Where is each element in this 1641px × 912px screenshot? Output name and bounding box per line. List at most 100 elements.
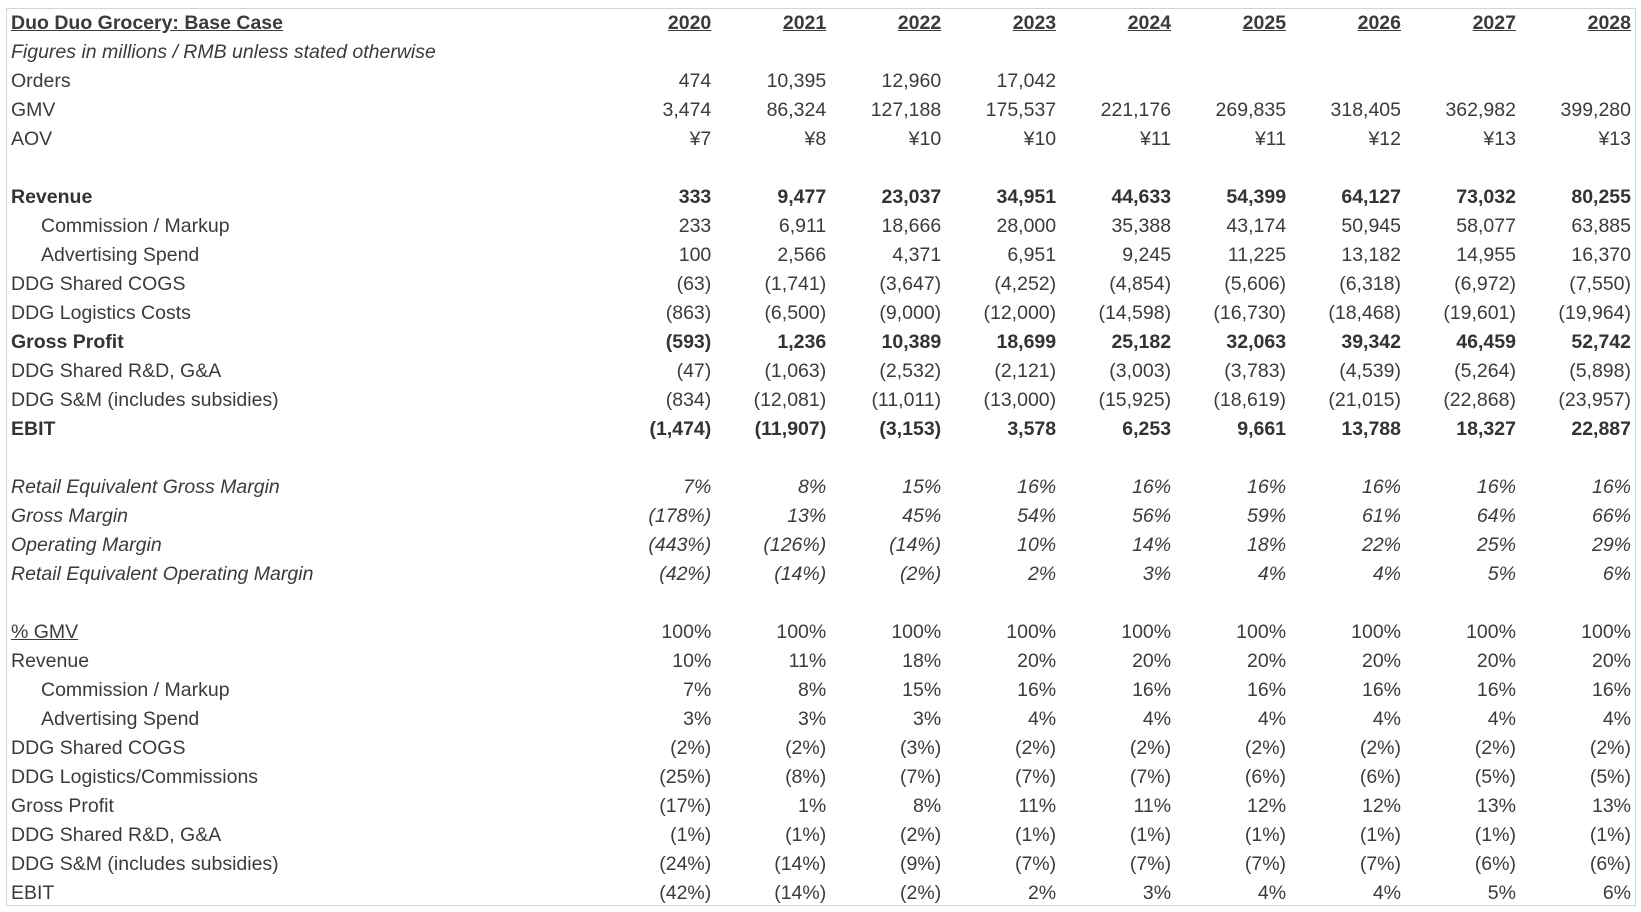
value-cell-2026[interactable]: (2%)	[1359, 737, 1401, 759]
value-cell-2021[interactable]: (14%)	[774, 853, 827, 875]
row-label[interactable]: EBIT	[11, 882, 55, 904]
value-cell-2024[interactable]: (4,854)	[1109, 273, 1172, 295]
value-cell-2027[interactable]: 64%	[1476, 505, 1516, 527]
value-cell-2026[interactable]: 64,127	[1341, 186, 1401, 208]
value-cell-2024[interactable]: (7%)	[1129, 766, 1172, 788]
value-cell-2022[interactable]: 3%	[913, 708, 942, 730]
value-cell-2028[interactable]: (19,964)	[1558, 302, 1631, 324]
empty-cell[interactable]	[1407, 444, 1522, 473]
value-cell-2027[interactable]: 73,032	[1456, 186, 1516, 208]
value-cell-2023[interactable]: (12,000)	[983, 302, 1057, 324]
value-cell-2026[interactable]	[1292, 67, 1407, 96]
value-cell-2026[interactable]: 318,405	[1330, 99, 1402, 121]
row-label[interactable]: Orders	[11, 70, 71, 92]
row-label[interactable]: AOV	[11, 128, 53, 150]
value-cell-2021[interactable]: (1,063)	[764, 360, 827, 382]
row-label[interactable]: Retail Equivalent Gross Margin	[11, 476, 280, 498]
empty-cell[interactable]	[717, 444, 832, 473]
value-cell-2024[interactable]: 100%	[1121, 621, 1172, 643]
value-cell-2020[interactable]: (42%)	[659, 882, 712, 904]
value-cell-2022[interactable]: (3,153)	[879, 418, 942, 440]
value-cell-2028[interactable]: 399,280	[1560, 99, 1632, 121]
value-cell-2028[interactable]: 13%	[1591, 795, 1631, 817]
value-cell-2024[interactable]: (3,003)	[1109, 360, 1172, 382]
value-cell-2023[interactable]: 2%	[1027, 563, 1057, 585]
value-cell-2022[interactable]: (9%)	[900, 853, 942, 875]
value-cell-2021[interactable]: (6,500)	[764, 302, 827, 324]
value-cell-2024[interactable]: 11%	[1133, 795, 1172, 817]
empty-cell[interactable]	[602, 589, 717, 618]
value-cell-2023[interactable]: 6,951	[1007, 244, 1057, 266]
value-cell-2021[interactable]: 1%	[798, 795, 827, 817]
value-cell-2027[interactable]: (19,601)	[1443, 302, 1516, 324]
value-cell-2027[interactable]	[1407, 67, 1522, 96]
empty-cell[interactable]	[1292, 589, 1407, 618]
value-cell-2023[interactable]: (2,121)	[994, 360, 1057, 382]
value-cell-2025[interactable]: 32,063	[1226, 331, 1287, 353]
empty-cell[interactable]	[832, 38, 947, 67]
value-cell-2028[interactable]: (5,898)	[1569, 360, 1631, 382]
value-cell-2021[interactable]: (8%)	[785, 766, 827, 788]
value-cell-2023[interactable]: 3,578	[1007, 418, 1057, 440]
value-cell-2025[interactable]: 20%	[1247, 650, 1287, 672]
value-cell-2020[interactable]: 233	[678, 215, 712, 237]
value-cell-2020[interactable]: (178%)	[648, 505, 712, 527]
value-cell-2025[interactable]: (3,783)	[1224, 360, 1287, 382]
value-cell-2023[interactable]: 16%	[1017, 476, 1057, 498]
value-cell-2021[interactable]: (2%)	[785, 737, 827, 759]
value-cell-2028[interactable]: 63,885	[1571, 215, 1631, 237]
empty-cell[interactable]	[602, 154, 717, 183]
value-cell-2028[interactable]: 52,742	[1571, 331, 1631, 353]
row-label[interactable]: Revenue	[11, 650, 90, 672]
value-cell-2024[interactable]: (15,925)	[1098, 389, 1172, 411]
value-cell-2027[interactable]: (5%)	[1474, 766, 1516, 788]
value-cell-2027[interactable]: 5%	[1487, 563, 1516, 585]
value-cell-2023[interactable]: 11%	[1018, 795, 1057, 817]
row-label[interactable]: % GMV	[11, 621, 79, 643]
row-label[interactable]: DDG Shared R&D, G&A	[11, 360, 222, 382]
value-cell-2023[interactable]: 28,000	[996, 215, 1057, 237]
value-cell-2027[interactable]: 100%	[1466, 621, 1516, 643]
value-cell-2021[interactable]: 10,395	[766, 70, 827, 92]
empty-cell[interactable]	[602, 38, 717, 67]
value-cell-2027[interactable]: 25%	[1476, 534, 1516, 556]
value-cell-2028[interactable]: ¥13	[1598, 128, 1631, 150]
value-cell-2021[interactable]: 2,566	[777, 244, 827, 266]
value-cell-2027[interactable]: (2%)	[1474, 737, 1516, 759]
value-cell-2026[interactable]: 16%	[1361, 679, 1401, 701]
value-cell-2023[interactable]: (7%)	[1014, 766, 1057, 788]
empty-cell[interactable]	[1407, 589, 1522, 618]
value-cell-2021[interactable]: (12,081)	[753, 389, 827, 411]
empty-cell[interactable]	[602, 444, 717, 473]
empty-cell[interactable]	[7, 444, 602, 473]
empty-cell[interactable]	[1522, 444, 1637, 473]
value-cell-2025[interactable]: (6%)	[1244, 766, 1287, 788]
value-cell-2026[interactable]: 39,342	[1341, 331, 1401, 353]
empty-cell[interactable]	[1407, 154, 1522, 183]
empty-cell[interactable]	[947, 38, 1062, 67]
value-cell-2025[interactable]: (7%)	[1244, 853, 1287, 875]
year-header[interactable]: 2024	[1127, 12, 1172, 34]
value-cell-2026[interactable]: (18,468)	[1328, 302, 1401, 324]
value-cell-2027[interactable]: 16%	[1476, 476, 1516, 498]
value-cell-2020[interactable]: (1,474)	[649, 418, 712, 440]
value-cell-2021[interactable]: (1%)	[785, 824, 827, 846]
empty-cell[interactable]	[1292, 38, 1407, 67]
row-label[interactable]: Gross Profit	[11, 795, 114, 817]
value-cell-2024[interactable]: (14,598)	[1098, 302, 1172, 324]
empty-cell[interactable]	[832, 154, 947, 183]
value-cell-2022[interactable]: (14%)	[889, 534, 942, 556]
value-cell-2022[interactable]: (2,532)	[879, 360, 942, 382]
value-cell-2022[interactable]: (2%)	[900, 824, 942, 846]
empty-cell[interactable]	[717, 154, 832, 183]
value-cell-2020[interactable]: (834)	[665, 389, 712, 411]
empty-cell[interactable]	[7, 589, 602, 618]
row-label[interactable]: DDG Logistics Costs	[11, 302, 191, 324]
value-cell-2026[interactable]: 16%	[1361, 476, 1401, 498]
value-cell-2027[interactable]: (6,972)	[1454, 273, 1516, 295]
value-cell-2025[interactable]: ¥11	[1254, 128, 1287, 150]
value-cell-2026[interactable]: (4,539)	[1339, 360, 1401, 382]
value-cell-2024[interactable]: 20%	[1132, 650, 1172, 672]
value-cell-2020[interactable]: 100%	[661, 621, 712, 643]
value-cell-2028[interactable]: 29%	[1591, 534, 1631, 556]
